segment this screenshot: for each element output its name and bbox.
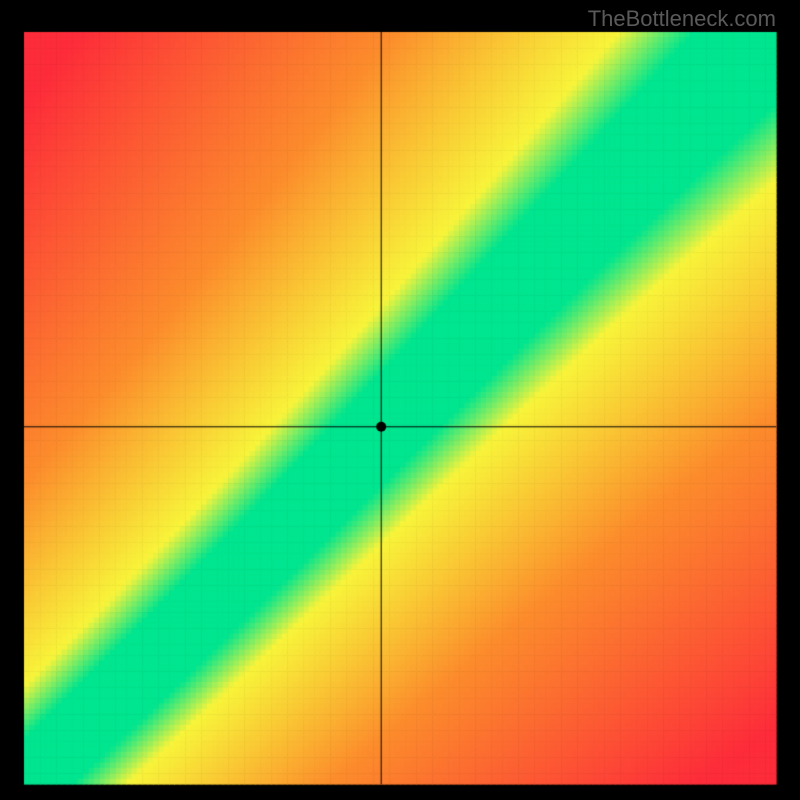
chart-container: TheBottleneck.com — [0, 0, 800, 800]
heatmap-canvas — [0, 0, 800, 800]
watermark-text: TheBottleneck.com — [588, 6, 776, 32]
